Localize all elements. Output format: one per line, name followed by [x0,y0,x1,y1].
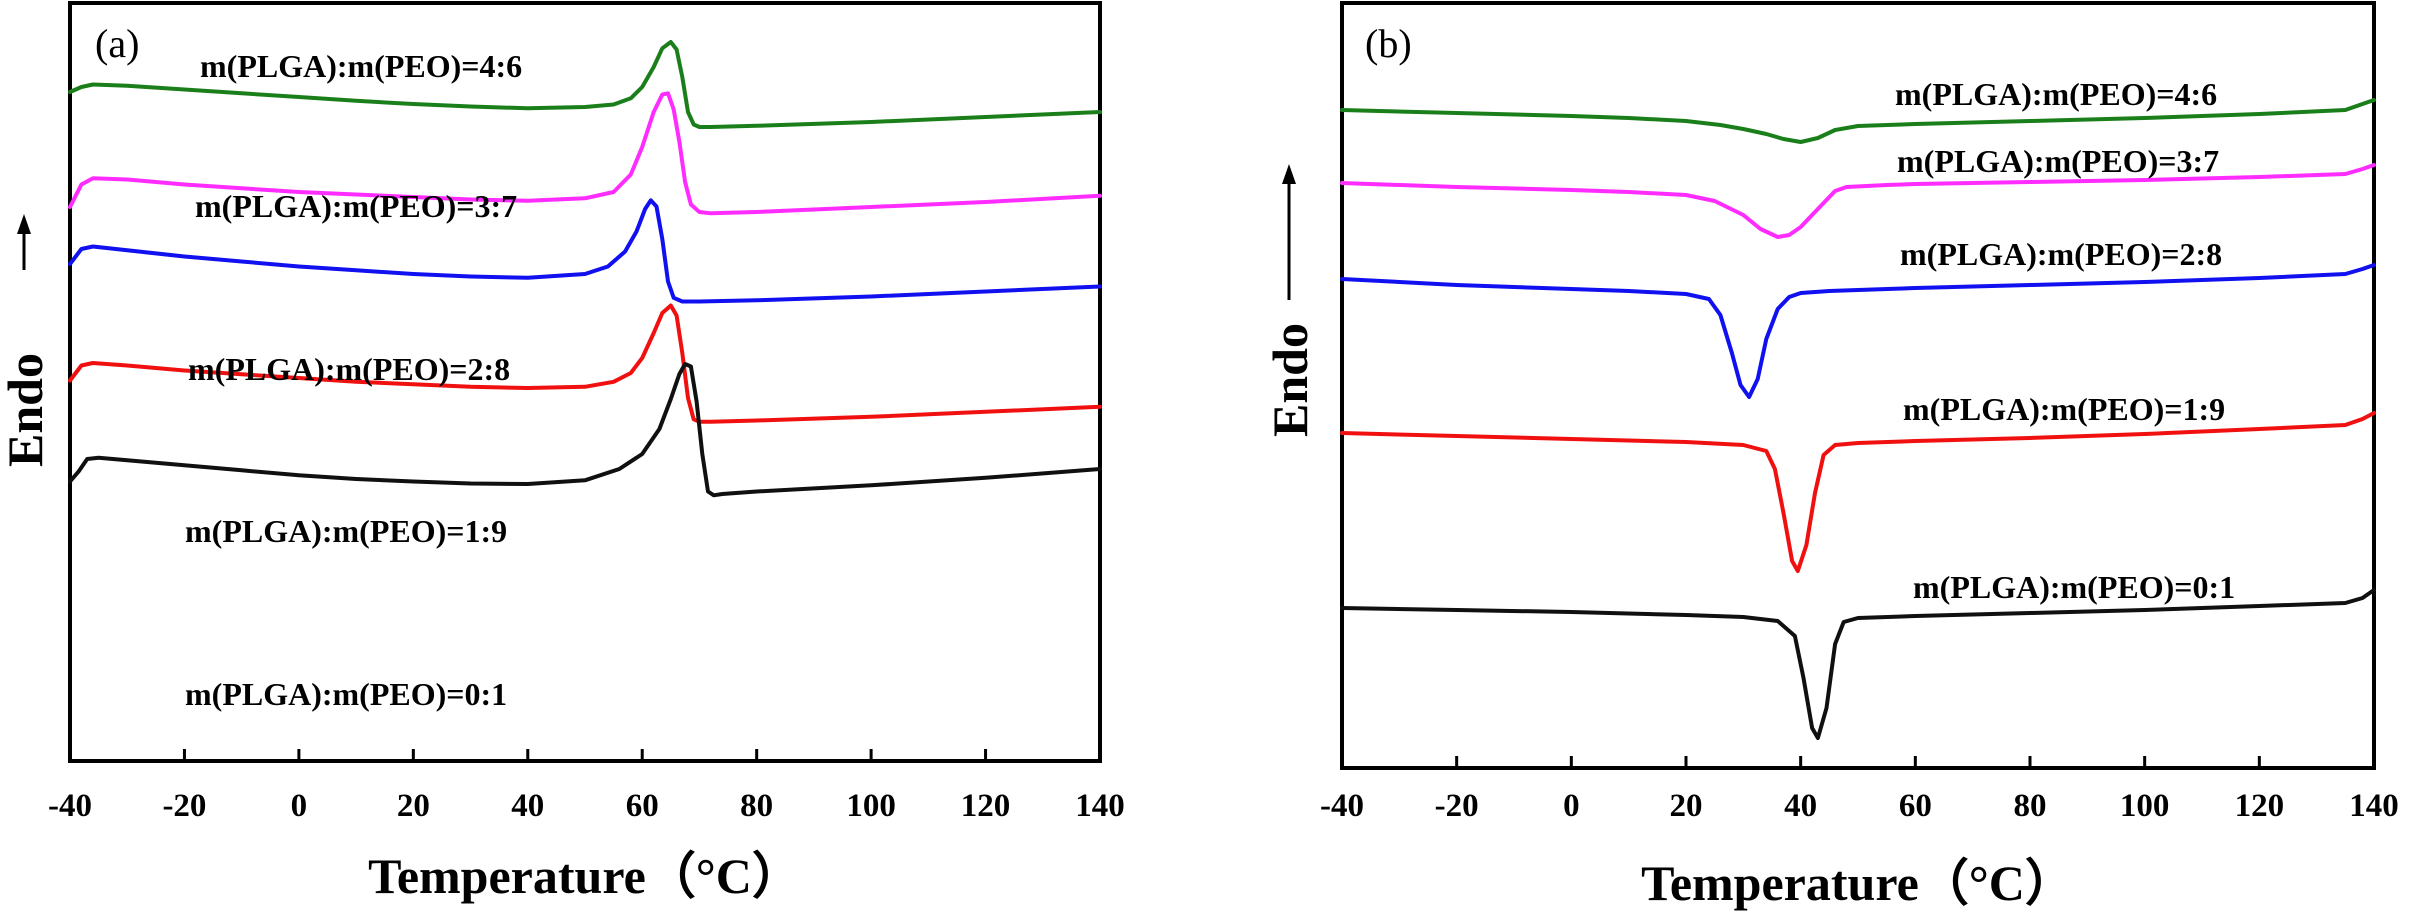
series-label-a-0: m(PLGA):m(PEO)=4:6 [200,48,522,84]
panel-a: Endo m(PLGA):m(PEO)=4:6 m(PLGA):m(PEO)=3:… [0,1,1125,904]
series-label-a-2: m(PLGA):m(PEO)=2:8 [188,351,510,387]
x-tick-label-a-1: -20 [162,788,206,824]
arrow-head-b [1282,164,1296,184]
series-label-b-2: m(PLGA):m(PEO)=2:8 [1900,236,2222,272]
series-label-b-4: m(PLGA):m(PEO)=0:1 [1913,569,2235,605]
series-line-a-0 [68,40,1102,129]
series-labels-b: m(PLGA):m(PEO)=4:6 m(PLGA):m(PEO)=3:7 m(PL… [1895,76,2235,605]
series-line-a-1 [68,91,1102,216]
x-tick-label-a-3: 20 [397,788,430,824]
series-label-a-3: m(PLGA):m(PEO)=1:9 [185,513,507,549]
x-tick-label-a-9: 140 [1075,788,1125,824]
series-line-b-0 [1340,98,2376,144]
plot-frame-b [1340,1,2376,770]
x-tick-label-a-4: 40 [511,788,544,824]
series-line-b-2 [1340,263,2376,399]
series-line-b-4 [1340,588,2376,740]
x-tick-label-b-1: -20 [1435,788,1479,824]
x-tick-label-b-8: 120 [2235,788,2285,824]
x-tick-label-b-2: 0 [1563,788,1580,824]
series-line-a-4 [68,362,1102,498]
x-tick-label-a-0: -40 [48,788,92,824]
curves-a [68,40,1102,498]
series-label-a-1: m(PLGA):m(PEO)=3:7 [195,188,517,224]
arrow-head-a [17,214,31,234]
panel-label-a: (a) [95,21,139,66]
y-axis-label-b: Endo [1262,323,1318,437]
y-direction-arrow-a [17,214,31,270]
x-ticks-a: -40 -20 0 20 40 60 80 100 120 140 [48,749,1125,824]
series-label-b-3: m(PLGA):m(PEO)=1:9 [1903,391,2225,427]
panel-b: Endo m(PLGA):m(PEO)=4:6 m(PLGA):m(PEO)=3:… [1262,1,2399,911]
y-axis-label-a: Endo [0,353,53,467]
x-tick-label-a-7: 100 [846,788,896,824]
x-tick-label-a-6: 80 [740,788,773,824]
x-axis-label-b: Temperature（°C） [1641,855,2075,911]
x-tick-label-a-8: 120 [961,788,1011,824]
x-tick-label-b-9: 140 [2349,788,2399,824]
x-tick-label-b-7: 100 [2120,788,2170,824]
curves-b [1340,98,2376,740]
y-direction-arrow-b [1282,164,1296,300]
x-tick-label-a-2: 0 [291,788,308,824]
series-label-b-1: m(PLGA):m(PEO)=3:7 [1897,143,2219,179]
x-tick-label-a-5: 60 [626,788,659,824]
series-label-a-4: m(PLGA):m(PEO)=0:1 [185,676,507,712]
x-tick-label-b-4: 40 [1784,788,1817,824]
series-line-a-3 [68,303,1102,424]
panel-label-b: (b) [1365,21,1412,66]
x-tick-label-b-0: -40 [1320,788,1364,824]
x-tick-label-b-5: 60 [1899,788,1932,824]
series-line-b-1 [1340,163,2376,239]
series-line-a-2 [68,198,1102,304]
x-tick-label-b-6: 80 [2014,788,2047,824]
series-label-b-0: m(PLGA):m(PEO)=4:6 [1895,76,2217,112]
series-labels-a: m(PLGA):m(PEO)=4:6 m(PLGA):m(PEO)=3:7 m(PL… [185,48,522,712]
x-tick-label-b-3: 20 [1670,788,1703,824]
series-line-b-3 [1340,411,2376,573]
x-ticks-b: -40 -20 0 20 40 60 80 100 120 140 [1320,756,2399,824]
x-axis-label-a: Temperature（°C） [368,848,802,904]
